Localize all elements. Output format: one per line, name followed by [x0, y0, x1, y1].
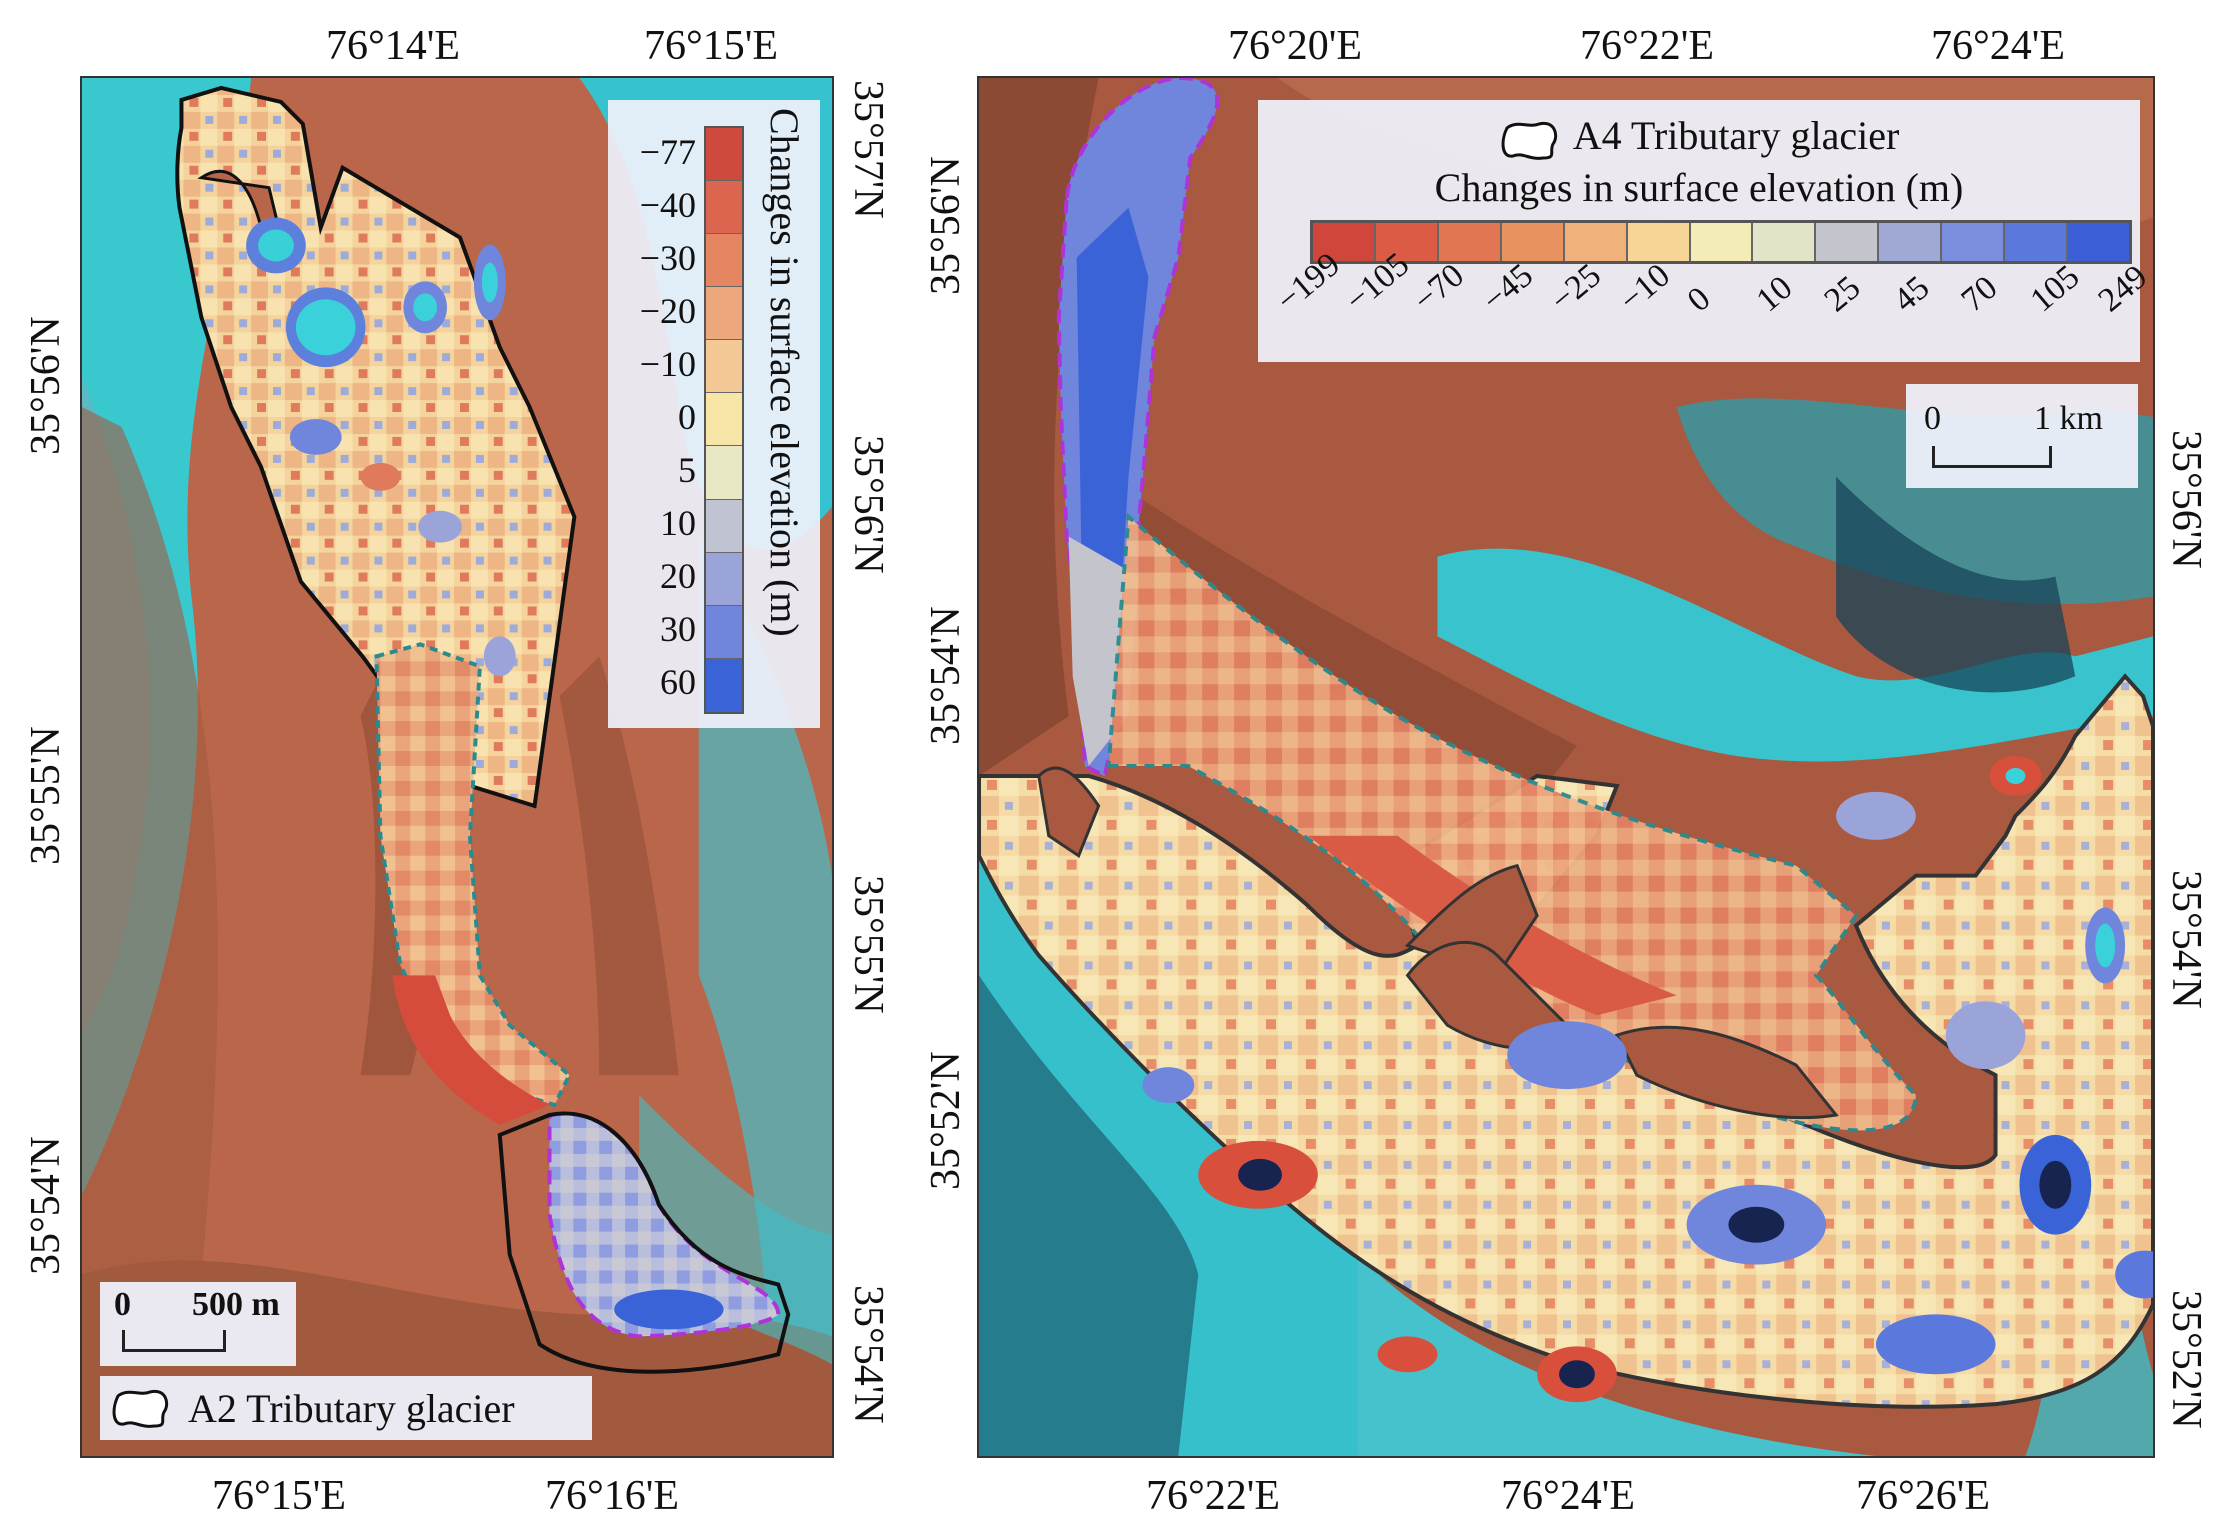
a4-scale-zero: 0 — [1924, 400, 1941, 437]
a4-legend-swatch — [2068, 223, 2129, 261]
a4-right-lat-label: 35°54'N — [2163, 870, 2209, 1009]
a4-legend-tick-label: −45 — [1475, 256, 1540, 320]
a4-legend-swatch — [1690, 223, 1754, 261]
a2-legend-swatch — [706, 393, 742, 447]
a4-elevation-legend: A4 Tributary glacier Changes in surface … — [1258, 100, 2154, 362]
a2-scale-label: 500 m — [192, 1286, 280, 1323]
a4-right-lat-label: 35°56'N — [2163, 430, 2209, 569]
a2-legend-swatch — [706, 340, 742, 394]
map-panel-a4 — [977, 76, 2155, 1458]
a2-legend-swatch — [706, 181, 742, 235]
a4-legend-swatch — [1942, 223, 2006, 261]
a2-legend-tick-label: 10 — [660, 503, 696, 544]
satellite-basemap-a4 — [979, 78, 2153, 1456]
a2-scale-zero: 0 — [114, 1286, 131, 1323]
map-panel-a2 — [80, 76, 834, 1458]
a4-legend-tick-label: 25 — [1817, 269, 1868, 320]
a2-legend-tick-label: 60 — [660, 662, 696, 703]
a4-legend-swatch — [1313, 223, 1376, 261]
a4-legend-title: Changes in surface elevation (m) — [1434, 165, 1964, 210]
a2-legend-tick-label: −30 — [639, 237, 696, 278]
a4-legend-colorbar — [1310, 220, 2132, 264]
a2-right-lat-label: 35°55'N — [845, 875, 891, 1014]
a2-legend-swatch — [706, 499, 742, 553]
a4-bottom-lon-label: 76°24'E — [1500, 1473, 1636, 1519]
a2-outline-legend-label: A2 Tributary glacier — [188, 1385, 515, 1431]
a4-left-lat-label: 35°54'N — [923, 606, 969, 745]
a4-legend-tick-label: 105 — [2023, 258, 2086, 320]
a4-legend-swatch — [1375, 223, 1439, 261]
a4-legend-swatch — [1501, 223, 1565, 261]
a2-legend-tick-label: −77 — [639, 131, 696, 172]
a2-top-lon-label: 76°14'E — [325, 23, 461, 69]
a4-legend-swatch — [1627, 223, 1691, 261]
a4-scale-bar: 0 1 km — [1906, 384, 2138, 488]
a2-scale-bar: 0 500 m — [100, 1282, 296, 1366]
a2-right-lat-label: 35°57'N — [845, 80, 891, 219]
a2-left-lat-label: 35°55'N — [23, 726, 69, 865]
a2-bottom-lon-label: 76°16'E — [544, 1473, 680, 1519]
a4-left-lat-label: 35°52'N — [923, 1051, 969, 1190]
a4-legend-swatch — [1879, 223, 1943, 261]
a2-top-lon-label: 76°15'E — [643, 23, 779, 69]
a2-elevation-legend: −77 −40 −30 −20 −10 0 5 10 20 30 60 Changes in sur… — [608, 100, 820, 728]
a4-top-lon-label: 76°24'E — [1930, 23, 2066, 69]
a2-bottom-lon-label: 76°15'E — [211, 1473, 347, 1519]
a2-legend-tick-label: −40 — [639, 184, 696, 225]
a4-legend-swatch — [2005, 223, 2069, 261]
a2-legend-swatch — [706, 446, 742, 500]
a2-legend-tick-label: 5 — [678, 450, 696, 491]
a2-legend-swatch — [706, 605, 742, 659]
a4-legend-swatch — [1753, 223, 1817, 261]
a4-bottom-lon-label: 76°26'E — [1855, 1473, 1991, 1519]
a4-legend-tick-label: −25 — [1543, 256, 1609, 320]
a4-legend-tick-label: −10 — [1612, 256, 1677, 320]
a4-legend-swatch — [1816, 223, 1880, 261]
a4-top-lon-label: 76°22'E — [1579, 23, 1715, 69]
a4-outline-legend: A4 Tributary glacier — [1258, 112, 2140, 162]
a4-legend-tick-label: 45 — [1886, 269, 1936, 320]
a4-bottom-lon-label: 76°22'E — [1145, 1473, 1281, 1519]
a4-legend-tick-label: 70 — [1954, 269, 2005, 320]
a2-outline-legend: A2 Tributary glacier — [100, 1376, 592, 1440]
a2-legend-title: Changes in surface elevation (m) — [762, 108, 807, 637]
a4-scale-bar-line — [1932, 446, 2052, 468]
a2-left-lat-label: 35°54'N — [23, 1136, 69, 1275]
a2-legend-swatch — [706, 128, 742, 182]
a2-legend-swatch — [706, 287, 742, 341]
a2-right-lat-label: 35°54'N — [845, 1285, 891, 1424]
a2-legend-swatch — [706, 658, 742, 712]
glacier-outline-icon — [112, 1389, 169, 1428]
a2-legend-swatch — [706, 234, 742, 288]
a4-legend-swatch — [1564, 223, 1628, 261]
a4-right-lat-label: 35°52'N — [2163, 1290, 2209, 1429]
a2-legend-tick-label: −10 — [639, 343, 696, 384]
a4-scale-label: 1 km — [2034, 400, 2103, 437]
a4-legend-tick-label: −70 — [1406, 256, 1472, 320]
a2-scale-bar-line — [122, 1330, 226, 1352]
glacier-outline-icon — [1501, 121, 1557, 160]
a4-legend-tick-label: 0 — [1680, 279, 1718, 320]
satellite-basemap-a2 — [82, 78, 832, 1456]
a2-legend-tick-label: 30 — [660, 609, 696, 650]
a2-legend-tick-label: −20 — [639, 290, 696, 331]
a2-legend-tick-label: 20 — [660, 556, 696, 597]
a2-legend-colorbar — [704, 126, 744, 714]
a4-legend-swatch — [1438, 223, 1502, 261]
a2-legend-swatch — [706, 552, 742, 606]
a2-left-lat-label: 35°56'N — [23, 316, 69, 455]
a4-left-lat-label: 35°56'N — [923, 156, 969, 295]
a4-legend-tick-label: 10 — [1749, 269, 1799, 320]
a2-legend-tick-label: 0 — [678, 397, 696, 437]
a4-top-lon-label: 76°20'E — [1227, 23, 1363, 69]
a4-outline-legend-label: A4 Tributary glacier — [1572, 113, 1900, 158]
a2-right-lat-label: 35°56'N — [845, 435, 891, 574]
